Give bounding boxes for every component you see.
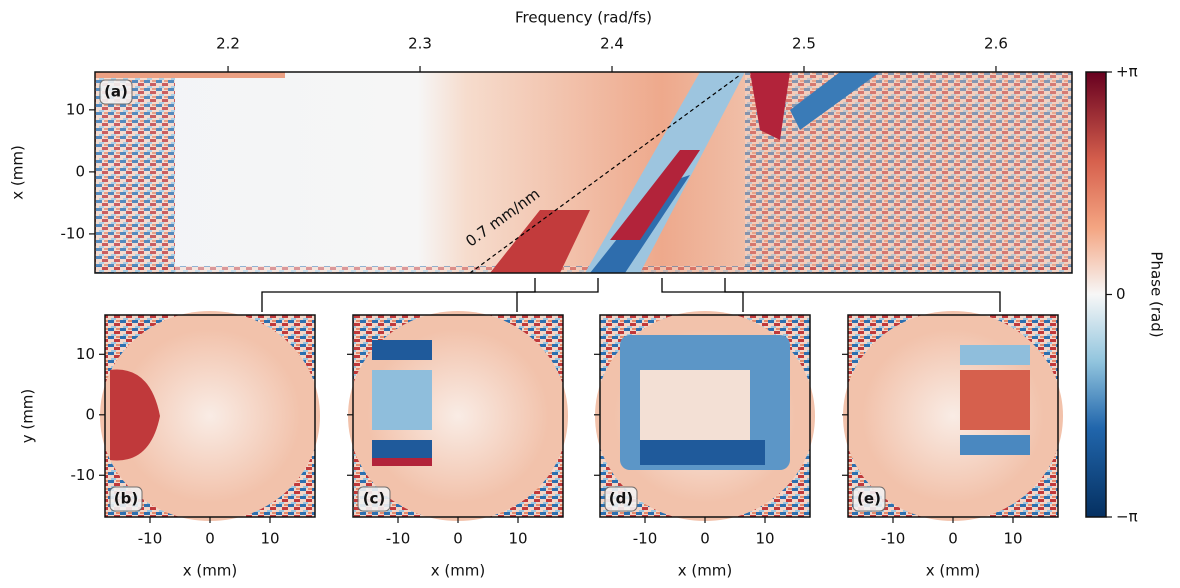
panel-label-box [357, 486, 391, 512]
x-tick-label: 0 [948, 530, 958, 548]
x-tick-label: 0 [205, 530, 215, 548]
x-tick-label: 2.5 [792, 35, 816, 53]
x-tick-label: 2.2 [216, 35, 240, 53]
panel-label-box [99, 79, 133, 105]
y-tick-label: 0 [75, 162, 85, 180]
x-tick-label: -10 [138, 530, 163, 548]
x-tick-label: -10 [633, 530, 658, 548]
x-axis-label: x (mm) [183, 562, 238, 580]
x-tick-label: 0 [700, 530, 710, 548]
colorbar-tick-label: +π [1116, 63, 1138, 81]
x-axis-label: x (mm) [431, 562, 486, 580]
colorbar-tick-label: −π [1116, 508, 1138, 526]
panel-label: (b) [114, 490, 138, 508]
x-tick-label: 10 [260, 530, 279, 548]
y-axis-label: y (mm) [19, 389, 37, 444]
x-axis-label: x (mm) [926, 562, 981, 580]
y-axis-label: x (mm) [9, 145, 27, 200]
x-axis-label: Frequency (rad/fs) [515, 9, 652, 27]
panel-label: (e) [857, 490, 881, 508]
connector [261, 278, 1001, 312]
x-tick-label: -10 [386, 530, 411, 548]
panel-label-box [852, 486, 886, 512]
colorbar-gradient [1086, 72, 1106, 517]
x-axis-label: x (mm) [678, 562, 733, 580]
heatmap-image [843, 311, 1063, 521]
heatmap-image [595, 311, 815, 521]
panel-label: (c) [363, 490, 386, 508]
x-tick-label: 0 [453, 530, 463, 548]
panel-label: (a) [104, 83, 128, 101]
x-tick-label: 10 [755, 530, 774, 548]
y-tick-label: -10 [61, 224, 86, 242]
colorbar-label: Phase (rad) [1148, 251, 1166, 337]
heatmap-image [95, 72, 1072, 274]
y-tick-label: -10 [71, 466, 96, 484]
y-tick-label: 0 [85, 405, 95, 423]
heatmap-image [348, 311, 568, 521]
x-tick-label: -10 [881, 530, 906, 548]
x-tick-label: 10 [508, 530, 527, 548]
x-tick-label: 2.3 [408, 35, 432, 53]
x-tick-label: 2.6 [984, 35, 1008, 53]
axes-frame [94, 71, 1073, 274]
panel-label-box [604, 486, 638, 512]
x-tick-label: 10 [1003, 530, 1022, 548]
panel-label-box [109, 486, 143, 512]
y-tick-label: 10 [66, 100, 85, 118]
panel-label: (d) [609, 490, 633, 508]
y-tick-label: 10 [76, 345, 95, 363]
x-tick-label: 2.4 [600, 35, 624, 53]
colorbar-tick-label: 0 [1116, 285, 1126, 303]
heatmap-image [100, 311, 320, 521]
